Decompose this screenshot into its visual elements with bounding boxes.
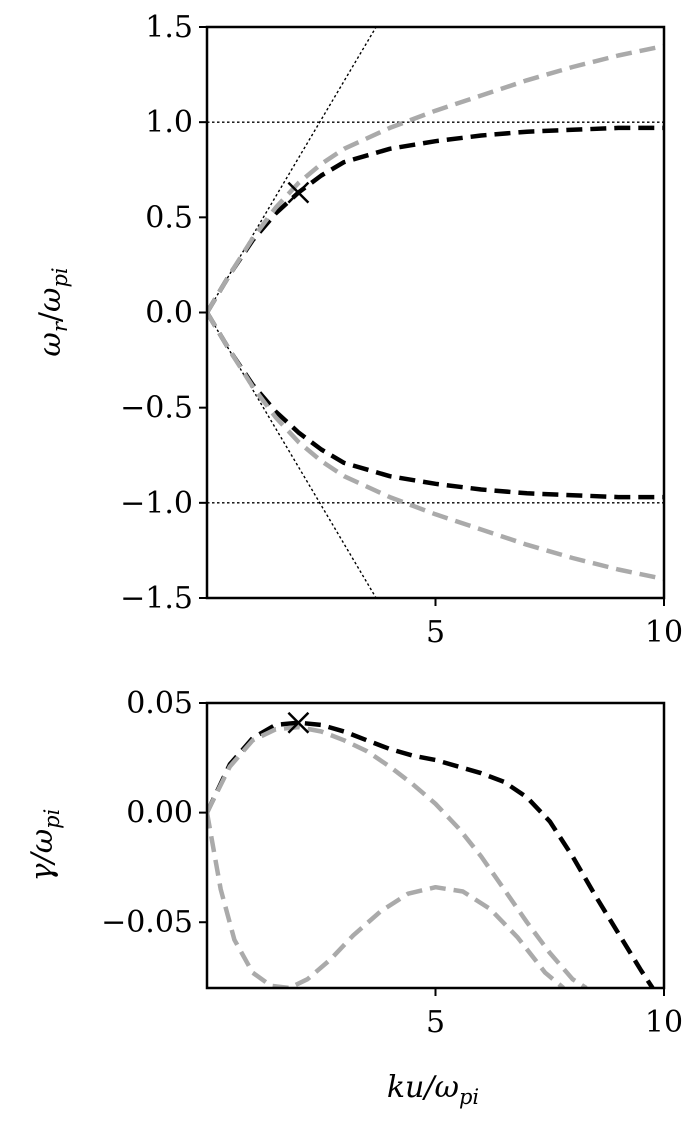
- bottom-ytick-label-1: 0.00: [126, 796, 193, 831]
- bottom-x-axis-label: ku/ωpi: [387, 1070, 479, 1109]
- bottom-xtick-label-0: 5: [426, 1005, 445, 1040]
- top-series-0: [207, 125, 664, 314]
- top-ytick-label-0: 1.5: [145, 10, 193, 45]
- top-y-axis-label: ωr/ωpi: [33, 267, 72, 356]
- top-xtick-label-1: 10: [645, 615, 683, 650]
- top-ylabel-base: ω: [33, 332, 68, 356]
- top-ticks: 1.5 1.0 0.5 0.0 −0.5 −1.0 −1.5 5 10: [120, 10, 683, 650]
- bottom-xtick-label-1: 10: [645, 1005, 683, 1040]
- bottom-ylabel-base: γ/ω: [25, 829, 60, 882]
- bottom-y-axis-label: γ/ωpi: [25, 809, 64, 882]
- top-ytick-label-4: −0.5: [120, 391, 193, 426]
- top-series-1: [207, 311, 664, 500]
- top-ytick-label-3: 0.0: [145, 296, 193, 331]
- top-marker-0-stroke-b: [287, 181, 310, 204]
- bottom-ylabel-sub: pi: [40, 809, 64, 829]
- top-ytick-label-6: −1.5: [120, 581, 193, 616]
- bottom-ytick-label-0: 0.05: [126, 686, 193, 721]
- bottom-plot: 0.050.00−0.055 10 γ/ωpi ku/ωpi: [25, 686, 683, 1109]
- top-series: [207, 43, 664, 582]
- top-ylabel-sub1: r: [48, 320, 72, 332]
- bottom-series-0: [207, 720, 655, 988]
- top-xtick-label-0: 5: [426, 615, 445, 650]
- bottom-ticks: 0.05 0.00 −0.05 5 10: [101, 686, 683, 1040]
- top-markers: [287, 181, 310, 204]
- bottom-series-2: [207, 812, 565, 988]
- top-ylabel-slash: /: [33, 311, 68, 322]
- top-plot: 1.51.00.50.0−0.5−1.0−1.55 10 ωr/ωpi: [33, 10, 683, 650]
- bottom-xlabel-sub: pi: [459, 1085, 479, 1109]
- top-ylabel-base2: ω: [33, 288, 68, 312]
- bottom-marker-0: [287, 711, 310, 734]
- bottom-xlabel-base: ku/ω: [387, 1070, 459, 1105]
- bottom-series: [207, 720, 655, 988]
- top-ylabel-sub2: pi: [48, 267, 72, 287]
- top-marker-0: [287, 181, 310, 204]
- top-ytick-label-1: 1.0: [145, 105, 193, 140]
- top-series-3: [207, 311, 664, 582]
- top-ytick-label-2: 0.5: [145, 200, 193, 235]
- bottom-series-1: [207, 724, 588, 988]
- top-series-2: [207, 43, 664, 314]
- bottom-markers: [287, 711, 310, 734]
- bottom-axes-frame: [205, 701, 666, 990]
- bottom-marker-0-stroke-b: [287, 711, 310, 734]
- bottom-ytick-label-2: −0.05: [101, 905, 193, 940]
- top-ytick-label-5: −1.0: [120, 486, 193, 521]
